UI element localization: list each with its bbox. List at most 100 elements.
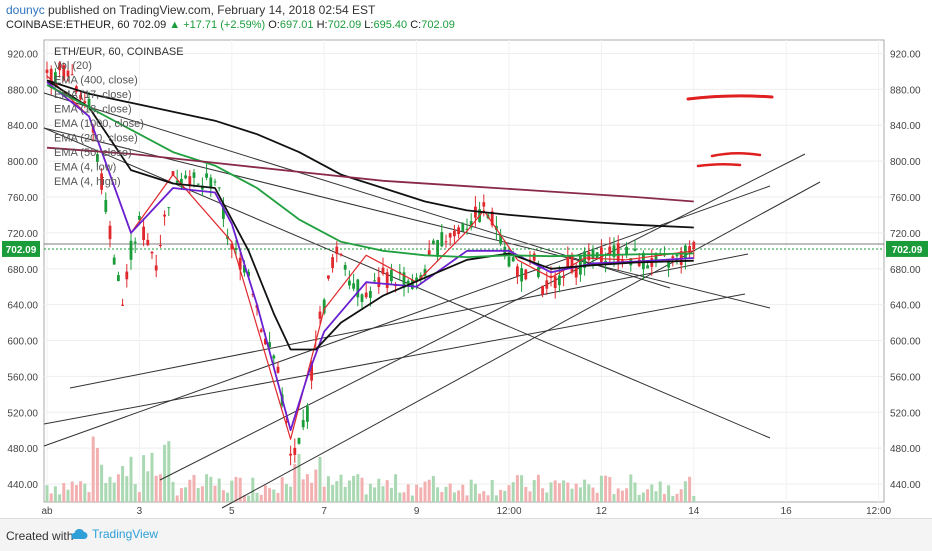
candle-body (390, 269, 393, 282)
chart-area[interactable]: ETH/EUR, 60, COINBASE Vol (20) EMA (400, … (0, 36, 932, 517)
legend-item: Vol (20) (54, 60, 92, 72)
candle-body (381, 267, 385, 274)
volume-bar (444, 486, 448, 502)
volume-bar (293, 463, 297, 502)
volume-bar (49, 493, 53, 502)
volume-bar (469, 479, 473, 502)
volume-bar (440, 492, 444, 502)
candle-body (87, 98, 91, 107)
volume-bar (494, 495, 498, 502)
candle-body (259, 329, 263, 332)
volume-bar (620, 490, 624, 502)
volume-bar (482, 491, 486, 502)
candle-body (268, 342, 271, 348)
candle-body (205, 173, 208, 178)
volume-bar (478, 493, 482, 502)
volume-bar (671, 495, 675, 502)
volume-bar (457, 490, 461, 502)
ema-line (46, 146, 694, 203)
y-tick-label-left: 880.00 (7, 85, 38, 96)
candle-body (369, 290, 372, 298)
candle-body (150, 251, 154, 254)
volume-bar (167, 441, 171, 502)
y-tick-label-left: 760.00 (7, 193, 38, 204)
volume-bar (394, 474, 398, 502)
candle-body (511, 257, 515, 262)
candle-body (83, 101, 87, 104)
volume-bar (629, 474, 633, 502)
candle-body (188, 176, 192, 187)
x-axis: ab 3 5 7 9 12:00 12 14 16 12:00 (41, 506, 891, 517)
y-tick-label-left: 440.00 (7, 480, 38, 491)
volume-bar (675, 493, 679, 502)
indicator-legend: ETH/EUR, 60, COINBASE Vol (20) EMA (400, … (54, 46, 184, 188)
candle-body (58, 62, 61, 71)
tradingview-logo[interactable]: TradingView (70, 527, 158, 541)
volume-bar (87, 492, 91, 502)
volume-bar (662, 493, 666, 502)
trend-line (159, 153, 806, 481)
volume-bar (532, 480, 536, 502)
candle-body (142, 226, 145, 240)
volume-bar (154, 475, 158, 502)
up-arrow-icon: ▲ (169, 19, 181, 31)
chart-header: dounyc published on TradingView.com, Feb… (0, 0, 932, 36)
legend-item: EMA (1000, close) (54, 118, 144, 130)
candle-body (490, 211, 494, 226)
candle-body (125, 271, 129, 280)
volume-bar (53, 486, 57, 502)
volume-bar (633, 482, 637, 502)
candle-body (558, 275, 561, 286)
candle-body (230, 244, 234, 250)
author-link[interactable]: dounyc (6, 3, 45, 17)
candle-body (352, 283, 355, 289)
volume-bar (641, 492, 645, 502)
volume-bar (125, 476, 129, 502)
volume-bar (557, 483, 561, 502)
trend-line (221, 181, 821, 509)
volume-bar (612, 494, 616, 502)
candle-body (167, 207, 171, 209)
candle-body (356, 279, 360, 298)
price-tag-left (2, 240, 40, 257)
candle-body (360, 294, 364, 302)
candle-body (133, 241, 137, 244)
x-tick-label: 16 (781, 506, 793, 516)
candle-body (549, 275, 553, 278)
candle-body (465, 228, 469, 231)
volume-bar (574, 483, 578, 502)
volume-bar (423, 481, 427, 502)
y-tick-label-left: 520.00 (7, 408, 38, 419)
volume-bar (431, 476, 435, 502)
candle-body (444, 241, 448, 243)
volume-bar (536, 474, 540, 502)
volume-bar (515, 475, 519, 502)
volume-bar (276, 492, 280, 502)
candle-body (545, 280, 549, 289)
candle-body (335, 246, 339, 255)
candle-body (222, 207, 225, 219)
volume-bar (490, 479, 494, 502)
candle-body (373, 280, 376, 282)
price-chart[interactable]: ETH/EUR, 60, COINBASE Vol (20) EMA (400, … (0, 36, 932, 517)
volume-bar (415, 484, 419, 502)
candle-body (129, 240, 133, 260)
candle-body (184, 175, 187, 179)
candle-body (310, 362, 313, 381)
candle-body (432, 240, 435, 244)
volume-bar (583, 479, 587, 502)
volume-bar (578, 487, 582, 502)
volume-bar (234, 476, 238, 502)
volume-bar (625, 488, 629, 502)
x-tick-label: 5 (229, 506, 235, 516)
volume-bar (192, 474, 196, 502)
tradingview-brand: TradingView (92, 527, 159, 541)
volume-bar (238, 477, 242, 502)
candle-body (108, 225, 112, 240)
volume-bar (121, 466, 125, 502)
volume-bar (654, 491, 658, 502)
candle-body (339, 254, 343, 256)
volume-bar (410, 495, 414, 502)
volume-bar (217, 478, 221, 502)
volume-bar (150, 452, 154, 502)
